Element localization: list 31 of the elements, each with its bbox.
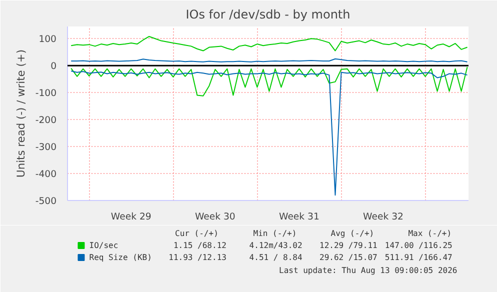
- x-tick-label: Week 29: [110, 212, 152, 222]
- text: Avg (-/+): [330, 229, 374, 238]
- y-tick-label: -300: [35, 142, 57, 154]
- text: 29.62 /15.07: [320, 253, 378, 262]
- text: 1.15 /68.12: [173, 241, 227, 250]
- text: 12.29 /79.11: [320, 241, 378, 250]
- y-tick-label: -500: [35, 196, 57, 207]
- legend-label: Req Size (KB): [89, 253, 152, 262]
- text: 11.93 /12.13: [168, 253, 227, 262]
- x-tick-label: Week 30: [194, 212, 236, 222]
- text: Min (-/+): [253, 229, 297, 238]
- x-tick-label: Week 31: [279, 212, 320, 222]
- chart-title: IOs for /dev/sdb - by month: [186, 8, 350, 22]
- line-series: [70, 36, 468, 52]
- y-tick-label: 100: [38, 34, 57, 46]
- legend-label: IO/sec: [89, 241, 118, 250]
- line-series: [70, 66, 468, 96]
- x-tick-label: Week 32: [363, 212, 404, 222]
- y-tick-label: -400: [35, 169, 57, 180]
- text: 4.51 / 8.84: [249, 253, 302, 262]
- text: 147.00 /116.25: [384, 241, 453, 250]
- text: 4.12m/43.02: [249, 241, 302, 250]
- text: Cur (-/+): [175, 229, 218, 238]
- y-tick-label: -200: [35, 115, 57, 126]
- text: Last update: Thu Aug 13 09:00:05 2026: [278, 266, 458, 275]
- y-tick-label: 0: [50, 61, 57, 72]
- y-axis-title: Units read (-) / write (+): [14, 50, 28, 178]
- text: 511.91 /166.47: [384, 253, 453, 262]
- y-tick-label: -100: [35, 88, 57, 100]
- text: Max (-/+): [408, 229, 452, 238]
- line-series: [70, 70, 468, 196]
